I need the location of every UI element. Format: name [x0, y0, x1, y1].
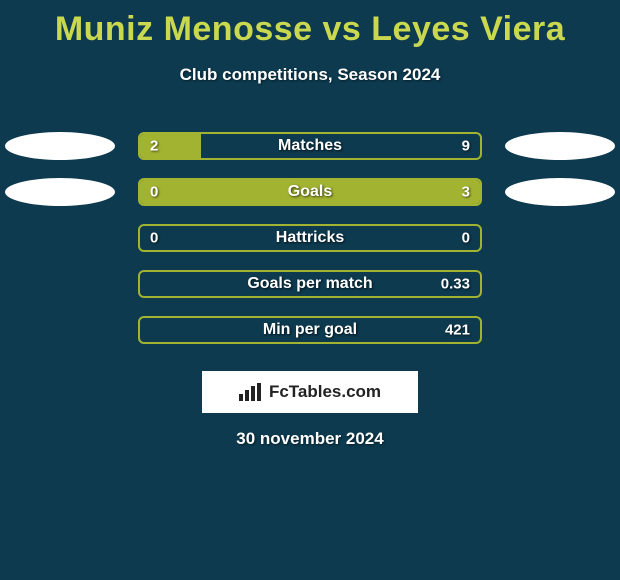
- branding-text: FcTables.com: [269, 382, 381, 402]
- stat-value-right: 0: [462, 230, 470, 247]
- stat-value-left: 0: [150, 184, 158, 201]
- stat-bar: 0 Hattricks 0: [138, 224, 482, 252]
- stat-bar: Min per goal 421: [138, 316, 482, 344]
- stat-row: Goals per match 0.33: [0, 261, 620, 307]
- bar-chart-icon: [239, 383, 263, 401]
- stat-row: Min per goal 421: [0, 307, 620, 353]
- player-left-oval: [5, 132, 115, 160]
- comparison-subtitle: Club competitions, Season 2024: [0, 65, 620, 85]
- stat-value-right: 3: [462, 184, 470, 201]
- stat-value-right: 0.33: [441, 276, 470, 293]
- branding-badge: FcTables.com: [202, 371, 418, 413]
- stat-label: Goals per match: [247, 275, 372, 293]
- player-left-oval: [5, 178, 115, 206]
- stat-bar: 2 Matches 9: [138, 132, 482, 160]
- stat-row: 2 Matches 9: [0, 123, 620, 169]
- stat-row: 0 Hattricks 0: [0, 215, 620, 261]
- stat-value-left: 2: [150, 138, 158, 155]
- player-right-oval: [505, 132, 615, 160]
- comparison-title: Muniz Menosse vs Leyes Viera: [0, 0, 620, 49]
- comparison-date: 30 november 2024: [0, 429, 620, 449]
- stat-label: Hattricks: [276, 229, 344, 247]
- stat-value-right: 421: [445, 322, 470, 339]
- stat-label: Min per goal: [263, 321, 357, 339]
- stat-bar: 0 Goals 3: [138, 178, 482, 206]
- stat-label: Goals: [288, 183, 332, 201]
- player-right-oval: [505, 178, 615, 206]
- comparison-chart: 2 Matches 9 0 Goals 3 0 Hattricks 0 Goals per mat…: [0, 123, 620, 353]
- stat-value-left: 0: [150, 230, 158, 247]
- stat-label: Matches: [278, 137, 342, 155]
- stat-row: 0 Goals 3: [0, 169, 620, 215]
- stat-value-right: 9: [462, 138, 470, 155]
- stat-bar: Goals per match 0.33: [138, 270, 482, 298]
